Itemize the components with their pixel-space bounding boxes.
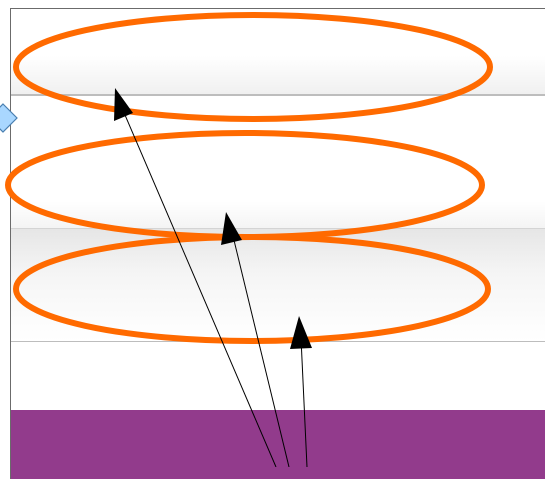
annotation-overlay (5, 12, 493, 467)
diamond-marker-icon (0, 103, 18, 133)
annotation-arrow-1-line (121, 107, 277, 467)
highlight-ellipse-3 (13, 234, 491, 344)
highlight-ellipse-1 (13, 12, 493, 122)
annotation-arrow-2-line (231, 231, 290, 467)
screen (0, 8, 545, 479)
annotation-arrow-3-line (300, 337, 308, 467)
arrowhead-icon (114, 88, 133, 121)
list-row-1[interactable] (11, 9, 545, 96)
arrowhead-icon (221, 212, 242, 245)
list-row-4[interactable] (11, 342, 545, 410)
highlight-ellipse-2 (5, 130, 485, 240)
arrowhead-icon (290, 316, 312, 349)
